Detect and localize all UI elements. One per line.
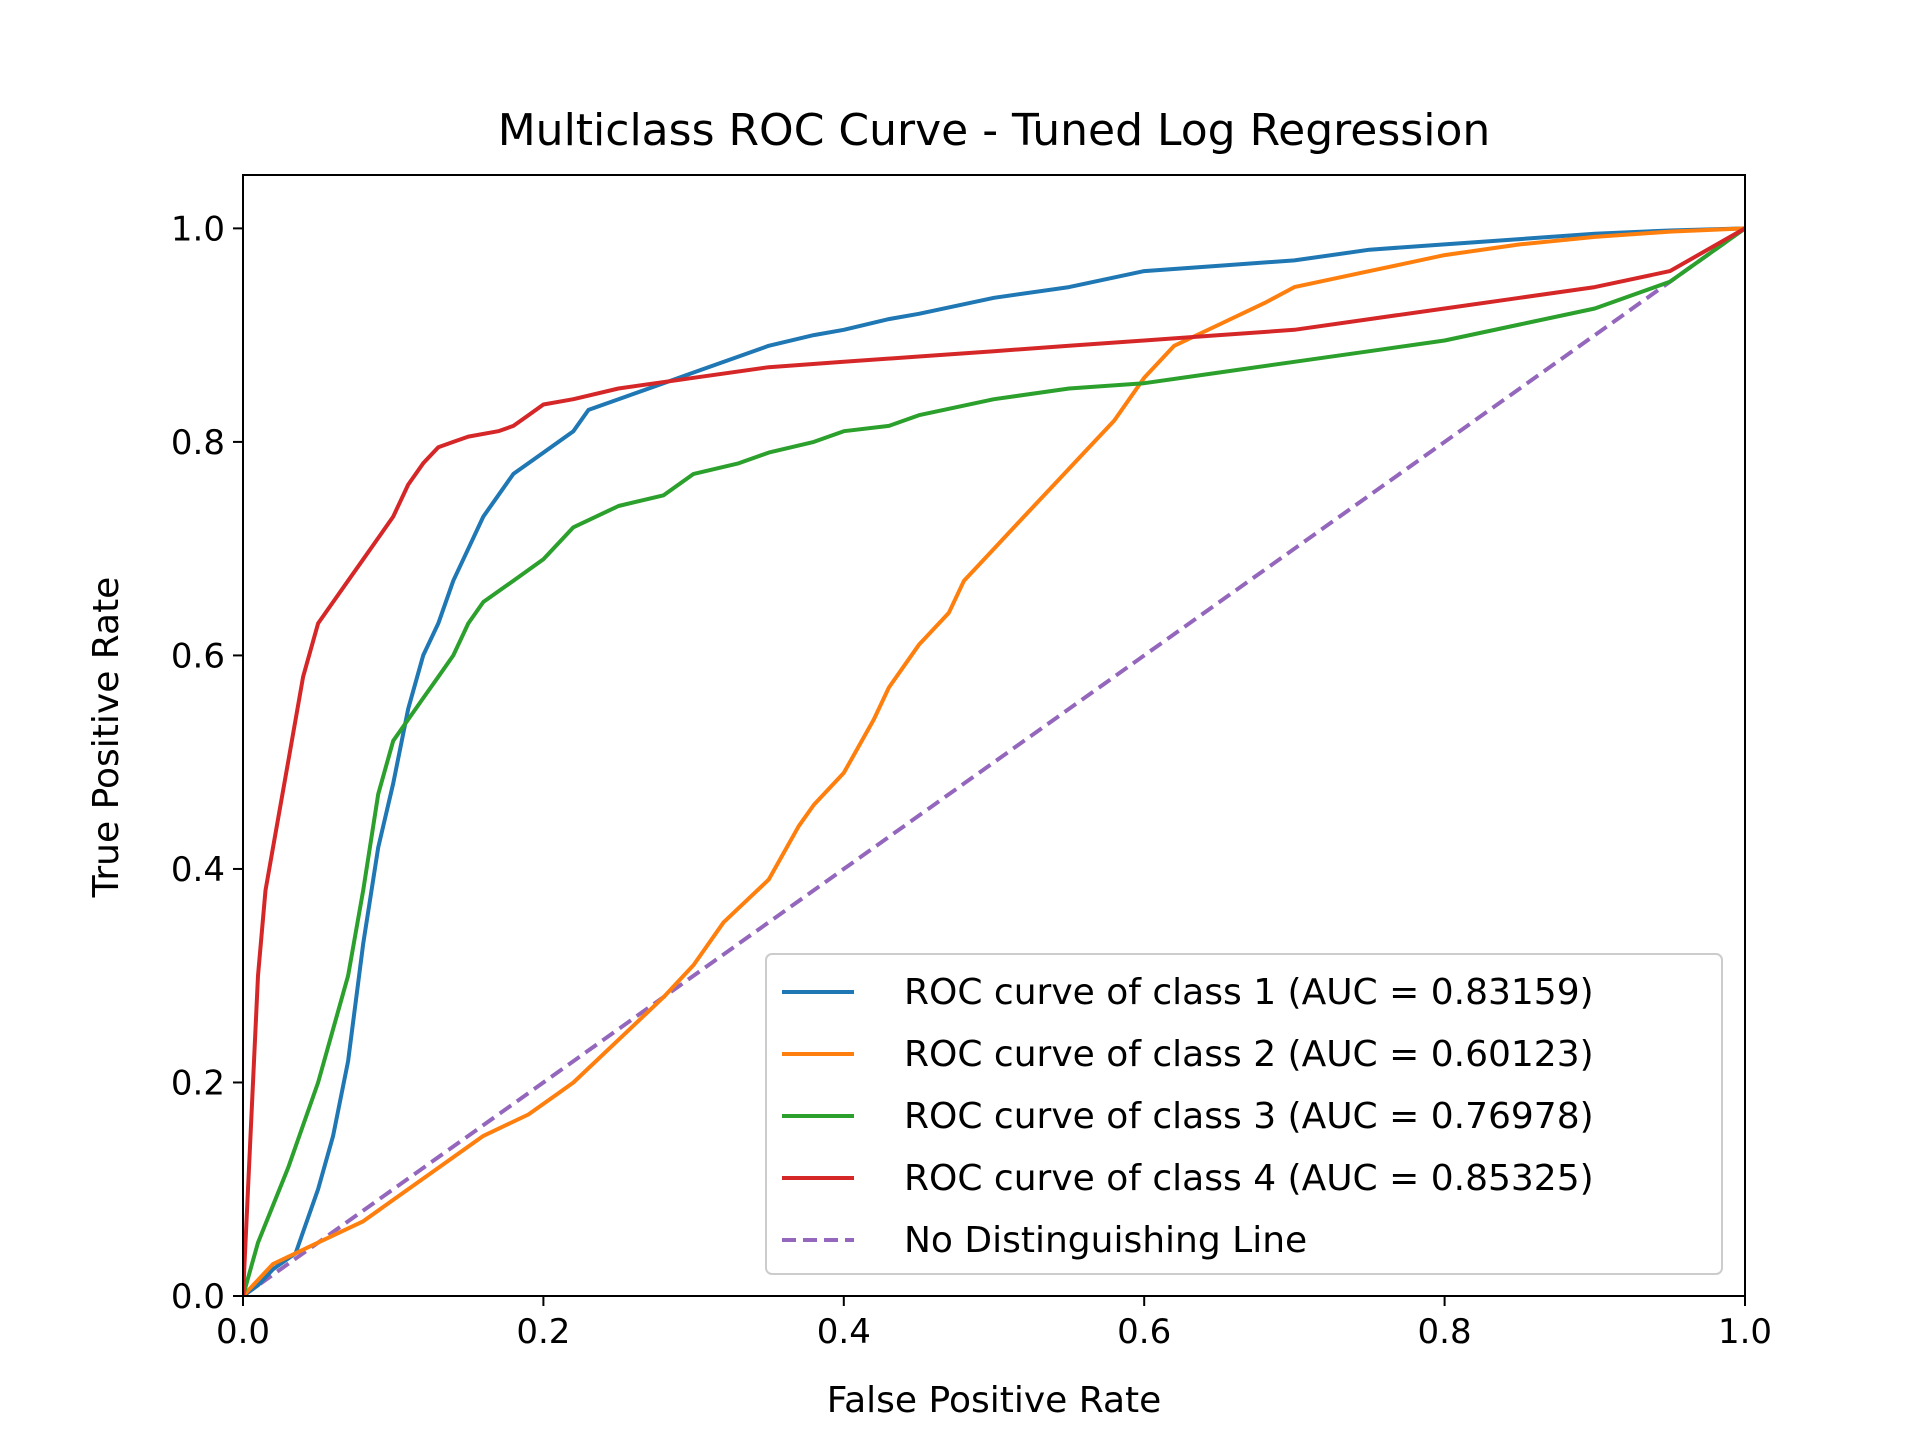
legend: ROC curve of class 1 (AUC = 0.83159) ROC … bbox=[765, 953, 1723, 1275]
series-line-2 bbox=[243, 226, 1745, 1296]
x-tick-label: 0.8 bbox=[1418, 1312, 1472, 1352]
y-tick-label: 0.6 bbox=[171, 636, 225, 676]
plot-area: 0.0 0.2 0.4 0.6 0.8 1.0 0.0 0.2 0.4 0.6 0.8 1.0 bbox=[171, 174, 1772, 1352]
y-tick-label: 1.0 bbox=[171, 209, 225, 249]
y-axis-label: True Positive Rate bbox=[86, 577, 127, 899]
x-tick-label: 1.0 bbox=[1718, 1312, 1772, 1352]
series-line-1 bbox=[243, 226, 1745, 1296]
y-tick-label: 0.4 bbox=[171, 850, 225, 890]
axes-frame bbox=[242, 174, 1746, 1297]
series-group bbox=[243, 226, 1745, 1296]
legend-label-4: ROC curve of class 4 (AUC = 0.85325) bbox=[904, 1158, 1594, 1199]
x-tick-label: 0.2 bbox=[516, 1312, 570, 1352]
legend-label-2: ROC curve of class 2 (AUC = 0.60123) bbox=[904, 1034, 1594, 1075]
y-tick-label: 0.2 bbox=[171, 1063, 225, 1103]
x-tick-label: 0.4 bbox=[817, 1312, 871, 1352]
legend-label-1: ROC curve of class 1 (AUC = 0.83159) bbox=[904, 972, 1594, 1013]
x-axis-label: False Positive Rate bbox=[827, 1380, 1162, 1421]
chart-title: Multiclass ROC Curve - Tuned Log Regress… bbox=[498, 105, 1491, 156]
y-tick-label: 0.8 bbox=[171, 423, 225, 463]
legend-box bbox=[765, 953, 1723, 1275]
x-tick-label: 0.6 bbox=[1117, 1312, 1171, 1352]
y-tick-label: 0.0 bbox=[171, 1277, 225, 1317]
series-line-4 bbox=[243, 226, 1745, 1296]
series-line-5 bbox=[243, 226, 1745, 1296]
legend-label-5: No Distinguishing Line bbox=[904, 1220, 1307, 1261]
x-tick-label: 0.0 bbox=[216, 1312, 270, 1352]
legend-label-3: ROC curve of class 3 (AUC = 0.76978) bbox=[904, 1096, 1594, 1137]
series-line-3 bbox=[243, 226, 1745, 1296]
